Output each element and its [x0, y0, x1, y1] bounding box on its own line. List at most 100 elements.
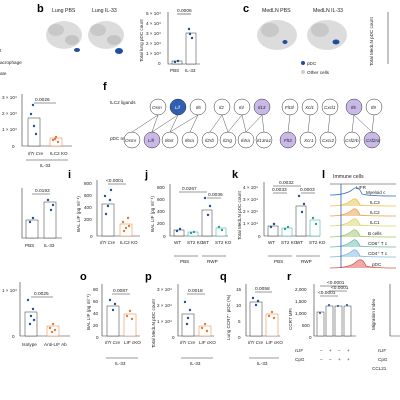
panel-b-cat-1: PBS: [170, 68, 179, 73]
svg-text:Total MedLN pDC count: Total MedLN pDC count: [151, 299, 156, 348]
svg-text:600: 600: [157, 197, 165, 202]
svg-text:CD8⁺ T c: CD8⁺ T c: [368, 241, 388, 246]
svg-text:600: 600: [84, 193, 92, 198]
svg-text:2,000: 2,000: [295, 287, 307, 292]
panel-label-b: b: [37, 3, 44, 15]
svg-text:IL-33: IL-33: [115, 361, 126, 366]
panel-r-pvalue-2: <0.0001: [331, 285, 349, 291]
svg-text:3 × 10⁴: 3 × 10⁴: [243, 197, 258, 202]
svg-text:WT: WT: [202, 240, 209, 245]
svg-text:ST2 KO: ST2 KO: [309, 240, 326, 245]
svg-text:Lung CCR7⁺ pDC (%): Lung CCR7⁺ pDC (%): [226, 294, 231, 340]
svg-text:Il7r Cre: Il7r Cre: [248, 340, 264, 345]
panel-label-c: c: [243, 3, 249, 15]
panel-j-pvalue-1: 0.0267: [182, 186, 197, 192]
svg-text:Csf2rb: Csf2rb: [345, 138, 359, 143]
panel-k-pvalue-1: 0.0032: [279, 180, 294, 186]
svg-text:IL-33: IL-33: [190, 361, 201, 366]
svg-text:0: 0: [12, 144, 15, 149]
svg-text:Lifr: Lifr: [148, 138, 155, 143]
svg-text:IL-33: IL-33: [257, 361, 268, 366]
panel-label-l: l: [322, 169, 325, 181]
umap-c-left-title: MedLN PBS: [262, 8, 291, 14]
panel-n-pvalue: 0.0025: [34, 291, 49, 297]
panel-l-histograms: LIFR: [329, 183, 397, 269]
svg-text:Il2rb: Il2rb: [205, 138, 214, 143]
svg-text:20: 20: [93, 323, 99, 328]
panel-k: Total MedLN pDC count 4 × 10⁴ 3 × 10⁴ 2 …: [237, 180, 326, 264]
svg-text:CD4⁺ T c: CD4⁺ T c: [368, 251, 388, 256]
svg-text:0: 0: [90, 234, 93, 239]
legend-other-label: Other cells: [307, 70, 330, 75]
panel-label-i: i: [68, 169, 71, 181]
legend-pdc-marker: [301, 61, 305, 65]
svg-text:ILC1: ILC1: [370, 220, 380, 225]
svg-text:Il6ra: Il6ra: [185, 138, 194, 143]
svg-text:IL-33: IL-33: [44, 243, 55, 248]
svg-text:Anti-LIF Ab: Anti-LIF Ab: [44, 342, 67, 347]
svg-text:1,500: 1,500: [295, 299, 307, 304]
svg-text:Il7r Cre: Il7r Cre: [105, 340, 121, 345]
svg-text:200: 200: [84, 217, 92, 222]
svg-text:60: 60: [93, 299, 99, 304]
svg-text:800: 800: [157, 185, 165, 190]
svg-text:3 × 10⁴: 3 × 10⁴: [157, 287, 172, 292]
svg-text:WT: WT: [296, 240, 303, 245]
svg-text:rLIF: rLIF: [295, 348, 303, 353]
umap-c-right: [307, 20, 347, 50]
panel-b-pvalue: 0.0006: [177, 8, 192, 14]
left-fragment-1: t: [0, 48, 2, 53]
panel-p: Total MedLN pDC count 3 × 10⁴ 2 × 10⁴ 1 …: [151, 284, 216, 366]
svg-text:+: +: [347, 357, 350, 362]
panel-l-row-labels: Myeloid c ILC3 ILC2 ILC1 B cells CD8⁺ T …: [366, 190, 388, 267]
svg-text:CCR7 MFI: CCR7 MFI: [288, 308, 293, 330]
panel-n: 1 × 10⁴ 0 0.0025 Isotype Anti-LIF Ab: [2, 282, 70, 347]
svg-text:RWP: RWP: [301, 259, 312, 264]
panel-l-title: Immune cells: [333, 174, 364, 180]
svg-text:rLIF: rLIF: [378, 348, 386, 353]
panel-j-pvalue-2: 0.0036: [208, 192, 223, 198]
panel-b-ylabel: Total lung pDC count: [139, 19, 144, 62]
svg-text:0: 0: [96, 335, 99, 340]
svg-text:80: 80: [93, 287, 99, 292]
svg-text:5 × 10⁴: 5 × 10⁴: [146, 11, 161, 16]
svg-text:BAL LIF (pg ml⁻¹): BAL LIF (pg ml⁻¹): [76, 196, 81, 232]
svg-text:WT: WT: [268, 240, 275, 245]
svg-text:1 × 10⁴: 1 × 10⁴: [2, 127, 17, 132]
svg-text:3 × 10⁴: 3 × 10⁴: [2, 95, 17, 100]
svg-text:WT: WT: [174, 240, 181, 245]
svg-text:LIF cKO: LIF cKO: [199, 340, 216, 345]
panel-s: Migration index rLIF CpG CCL21: [371, 284, 400, 371]
left-fragment-2: acrophage: [0, 60, 22, 65]
svg-text:400: 400: [84, 205, 92, 210]
svg-text:CpG: CpG: [295, 357, 305, 362]
panel-h: 3 × 10⁴ 2 × 10⁴ 1 × 10⁴ 0 0.0026 Il7r Cr…: [2, 94, 72, 168]
panel-label-q: q: [220, 271, 227, 283]
svg-text:+: +: [347, 348, 350, 353]
svg-text:0: 0: [158, 61, 161, 66]
svg-text:Xcl1: Xcl1: [304, 105, 314, 110]
panel-b-points: [173, 27, 194, 64]
panel-r: CCR7 MFI 2,000 1,500 1,000 500 0 <0.0001…: [288, 280, 356, 362]
pdc-cluster-c-right: [332, 39, 340, 45]
svg-text:Xcr1: Xcr1: [303, 138, 314, 143]
svg-text:10: 10: [236, 303, 242, 308]
panel-p-pvalue: 0.0018: [188, 288, 203, 294]
pdc-cluster-b-right: [115, 48, 123, 54]
svg-text:ILC2 KO: ILC2 KO: [50, 151, 68, 156]
panel-h2-pvalue: 0.0193: [35, 188, 50, 194]
svg-text:LIF cKO: LIF cKO: [266, 340, 283, 345]
svg-text:0: 0: [309, 335, 312, 340]
svg-text:ST2 KO: ST2 KO: [187, 240, 204, 245]
svg-text:800: 800: [84, 181, 92, 186]
svg-text:Il6: Il6: [196, 105, 201, 110]
svg-text:ILC2: ILC2: [370, 210, 380, 215]
svg-text:1 × 10⁴: 1 × 10⁴: [2, 288, 17, 293]
svg-text:PBS: PBS: [25, 243, 34, 248]
svg-text:1,000: 1,000: [295, 311, 307, 316]
svg-text:0: 0: [258, 234, 261, 239]
svg-text:3 × 10⁴: 3 × 10⁴: [146, 31, 161, 36]
svg-text:5: 5: [238, 319, 241, 324]
panel-label-o: o: [80, 271, 87, 283]
